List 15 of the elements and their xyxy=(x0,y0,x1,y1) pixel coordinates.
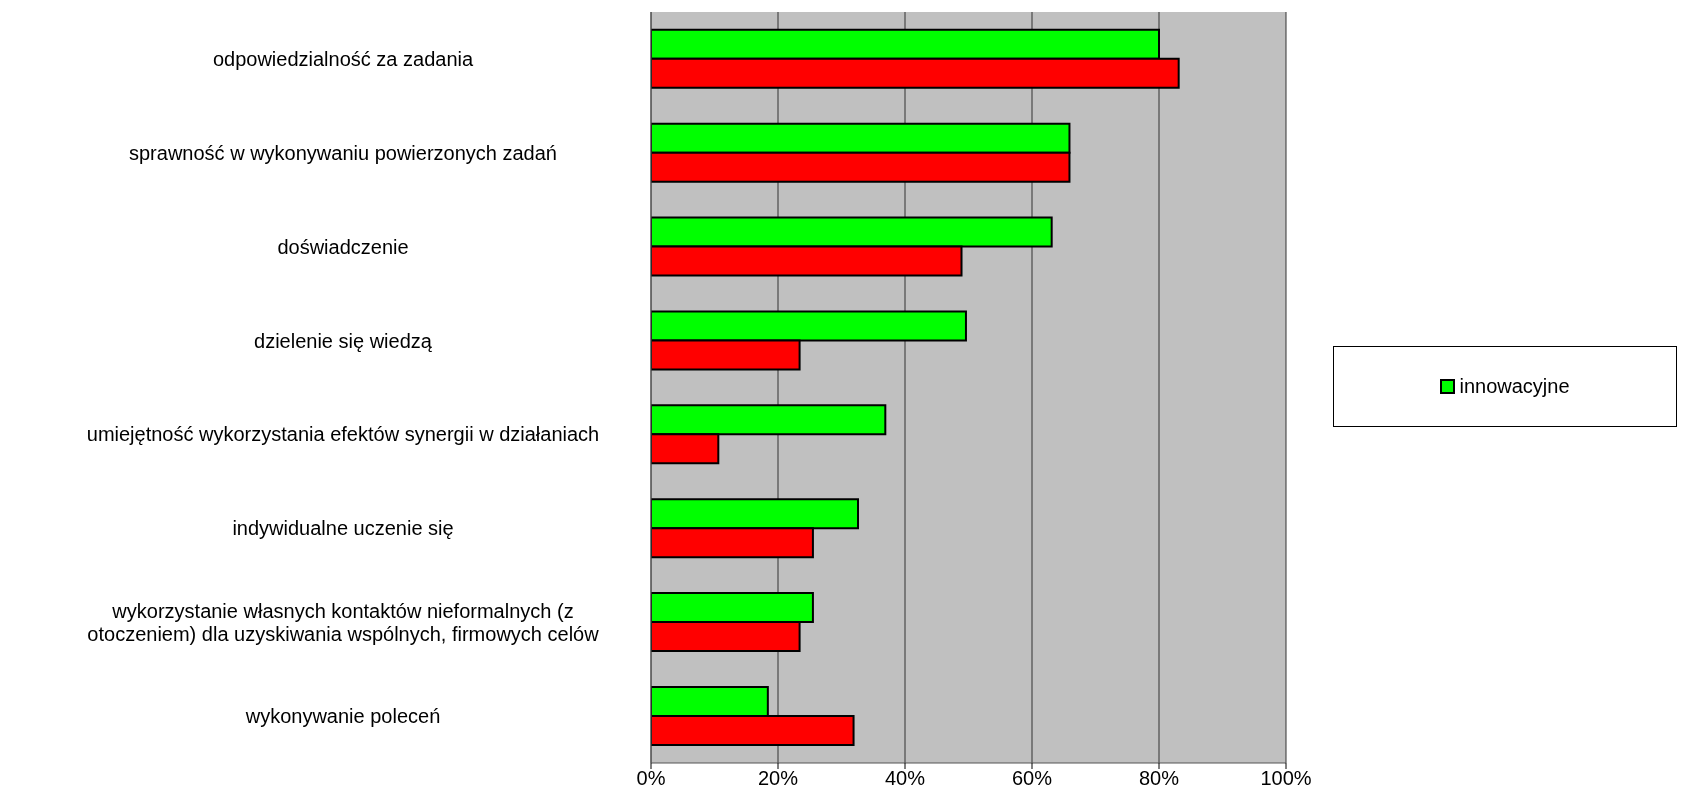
x-tick-label: 60% xyxy=(1011,767,1053,790)
y-tick-label: indywidualne uczenie się xyxy=(232,517,454,540)
y-tick-label: wykorzystanie własnych kontaktów nieformalnych (z otoczeniem) dla uzyskiwania wspólnych, firmowych celów xyxy=(87,599,600,645)
x-tick-label: 0% xyxy=(636,767,666,790)
y-tick-label: doświadczenie xyxy=(277,235,409,258)
y-tick-label: sprawność w wykonywaniu powierzonych zadań xyxy=(129,141,557,164)
y-tick-label: wykonywanie poleceń xyxy=(244,705,441,728)
y-tick-label: odpowiedzialność za zadania xyxy=(212,47,474,70)
x-tick-label: 40% xyxy=(884,767,926,790)
x-tick-label: 20% xyxy=(757,767,799,790)
x-tick-label: 80% xyxy=(1138,767,1180,790)
x-tick-label: 100% xyxy=(1260,767,1312,790)
y-tick-label: umiejętność wykorzystania efektów synergii w działaniach xyxy=(86,423,600,446)
legend-label: innowacyjne xyxy=(1459,375,1570,398)
y-tick-label: dzielenie się wiedzą xyxy=(254,329,433,352)
